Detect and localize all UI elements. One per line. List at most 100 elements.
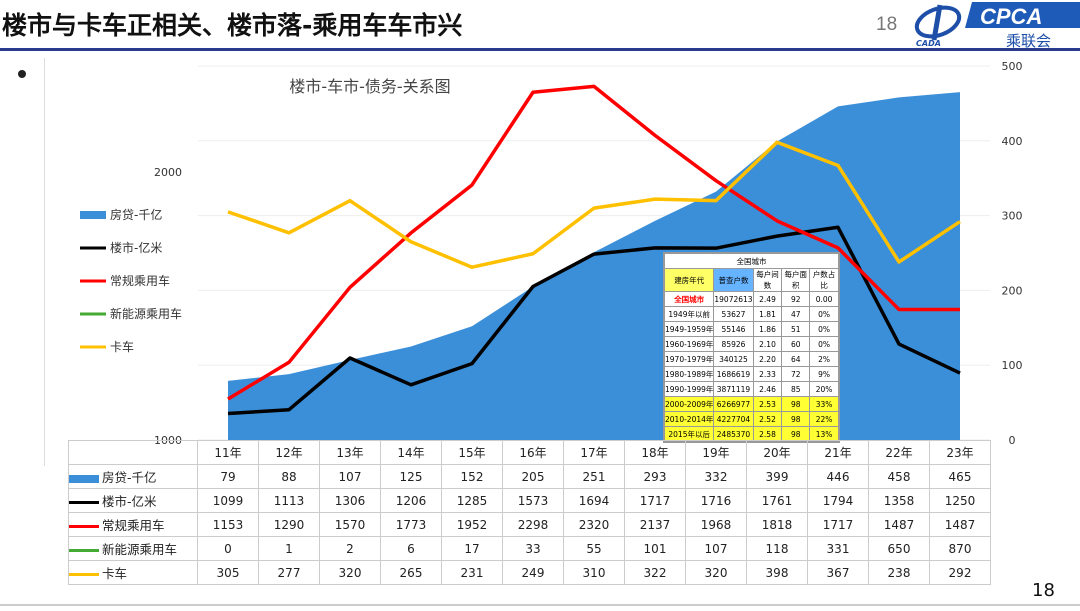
data-value: 1 <box>258 536 320 561</box>
data-value: 6 <box>380 536 442 561</box>
legend-label: 新能源乘用车 <box>110 306 182 321</box>
row-label: 楼市-亿米 <box>102 494 157 509</box>
inset-cell: 53627 <box>713 306 754 322</box>
inset-header: 户数占比 <box>809 268 839 292</box>
data-value: 1290 <box>258 512 320 537</box>
table-row: 新能源乘用车 0 1 2 6 17 33 55 101 107 118 331 650 870 <box>68 536 991 561</box>
inset-table: 全国城市 建房年代 普查户数 每户间数 每户面积 户数占比 全国城市 19072613 2.4… <box>663 252 840 443</box>
data-value: 331 <box>807 536 869 561</box>
data-value: 1573 <box>502 488 564 513</box>
data-value: 1306 <box>319 488 381 513</box>
inset-cell: 4227704 <box>713 411 754 427</box>
right-tick-label: 400 <box>1002 135 1023 148</box>
inset-cell: 98 <box>781 411 811 427</box>
data-value: 2137 <box>624 512 686 537</box>
inset-cell: 6266977 <box>713 396 754 412</box>
data-value: 1717 <box>624 488 686 513</box>
category-label: 11年 <box>197 440 259 465</box>
page-number: 18 <box>1032 580 1055 601</box>
data-value: 1761 <box>746 488 808 513</box>
inset-cell: 2.10 <box>752 336 783 352</box>
data-value: 1773 <box>380 512 442 537</box>
data-value: 17 <box>441 536 503 561</box>
data-value: 1099 <box>197 488 259 513</box>
inset-cell: 全国城市 <box>663 291 715 307</box>
inset-cell: 2.52 <box>752 411 783 427</box>
inset-cell: 1970-1979年 <box>663 351 715 367</box>
footer-rule <box>0 604 1080 606</box>
category-label: 19年 <box>685 440 747 465</box>
inset-cell: 9% <box>809 366 839 382</box>
inset-cell: 47 <box>781 306 811 322</box>
data-value: 1717 <box>807 512 869 537</box>
inset-cell: 2.20 <box>752 351 783 367</box>
data-value: 1153 <box>197 512 259 537</box>
category-label: 16年 <box>502 440 564 465</box>
inset-cell: 60 <box>781 336 811 352</box>
inset-row: 1970-1979年 340125 2.20 64 2% <box>663 351 839 367</box>
inset-cell: 64 <box>781 351 811 367</box>
inset-header: 普查户数 <box>713 268 754 292</box>
data-value: 55 <box>563 536 625 561</box>
legend-label: 楼市-亿米 <box>110 240 162 255</box>
data-value: 265 <box>380 560 442 585</box>
row-label: 常规乘用车 <box>102 518 165 533</box>
inset-header: 每户间数 <box>752 268 783 292</box>
data-value: 1285 <box>441 488 503 513</box>
category-label: 21年 <box>807 440 869 465</box>
data-value: 465 <box>929 464 991 489</box>
inset-cell: 2010-2014年 <box>663 411 715 427</box>
data-value: 2298 <box>502 512 564 537</box>
inset-cell: 2.49 <box>752 291 783 307</box>
legend-label: 常规乘用车 <box>110 273 170 288</box>
inset-cell: 22% <box>809 411 839 427</box>
inset-cell: 1980-1989年 <box>663 366 715 382</box>
inset-cell: 1.86 <box>752 321 783 337</box>
right-tick-label: 0 <box>1009 434 1016 447</box>
table-row: 楼市-亿米 1099 1113 1306 1206 1285 1573 1694 1717 171… <box>68 488 991 513</box>
data-value: 249 <box>502 560 564 585</box>
data-value: 1487 <box>868 512 930 537</box>
inset-cell: 1949年以前 <box>663 306 715 322</box>
data-value: 320 <box>685 560 747 585</box>
inset-cell: 85 <box>781 381 811 397</box>
svg-text:CPCA: CPCA <box>980 4 1042 29</box>
data-value: 101 <box>624 536 686 561</box>
row-label: 卡车 <box>102 566 128 581</box>
data-value: 310 <box>563 560 625 585</box>
data-value: 1818 <box>746 512 808 537</box>
data-value: 870 <box>929 536 991 561</box>
inset-cell: 85926 <box>713 336 754 352</box>
category-label: 15年 <box>441 440 503 465</box>
inset-cell: 1949-1959年 <box>663 321 715 337</box>
inset-cell: 0% <box>809 321 839 337</box>
category-label: 12年 <box>258 440 320 465</box>
data-value: 118 <box>746 536 808 561</box>
left-tick-label: 2000 <box>154 166 182 179</box>
svg-text:乘联会: 乘联会 <box>1006 32 1051 48</box>
table-row: 房贷-千亿 79 88 107 125 152 205 251 293 332 399 446 458 4… <box>68 464 991 489</box>
right-tick-label: 300 <box>1002 210 1023 223</box>
data-value: 398 <box>746 560 808 585</box>
category-label: 20年 <box>746 440 808 465</box>
inset-row: 2000-2009年 6266977 2.53 98 33% <box>663 396 839 412</box>
data-value: 1952 <box>441 512 503 537</box>
page-title: 楼市与卡车正相关、楼市落-乘用车车市兴 <box>2 11 463 40</box>
row-label: 房贷-千亿 <box>102 470 157 485</box>
data-value: 2 <box>319 536 381 561</box>
data-value: 79 <box>197 464 259 489</box>
data-value: 1716 <box>685 488 747 513</box>
inset-cell: 1960-1969年 <box>663 336 715 352</box>
data-value: 152 <box>441 464 503 489</box>
inset-row: 1990-1999年 3871119 2.46 85 20% <box>663 381 839 397</box>
inset-row: 1949年以前 53627 1.81 47 0% <box>663 306 839 322</box>
data-value: 322 <box>624 560 686 585</box>
inset-cell: 19072613 <box>713 291 754 307</box>
frame-line <box>44 58 45 466</box>
inset-cell: 1.81 <box>752 306 783 322</box>
page-number-top: 18 <box>876 14 898 35</box>
inset-cell: 2485370 <box>713 426 754 442</box>
data-value: 332 <box>685 464 747 489</box>
inset-cell: 2.53 <box>752 396 783 412</box>
inset-cell: 72 <box>781 366 811 382</box>
